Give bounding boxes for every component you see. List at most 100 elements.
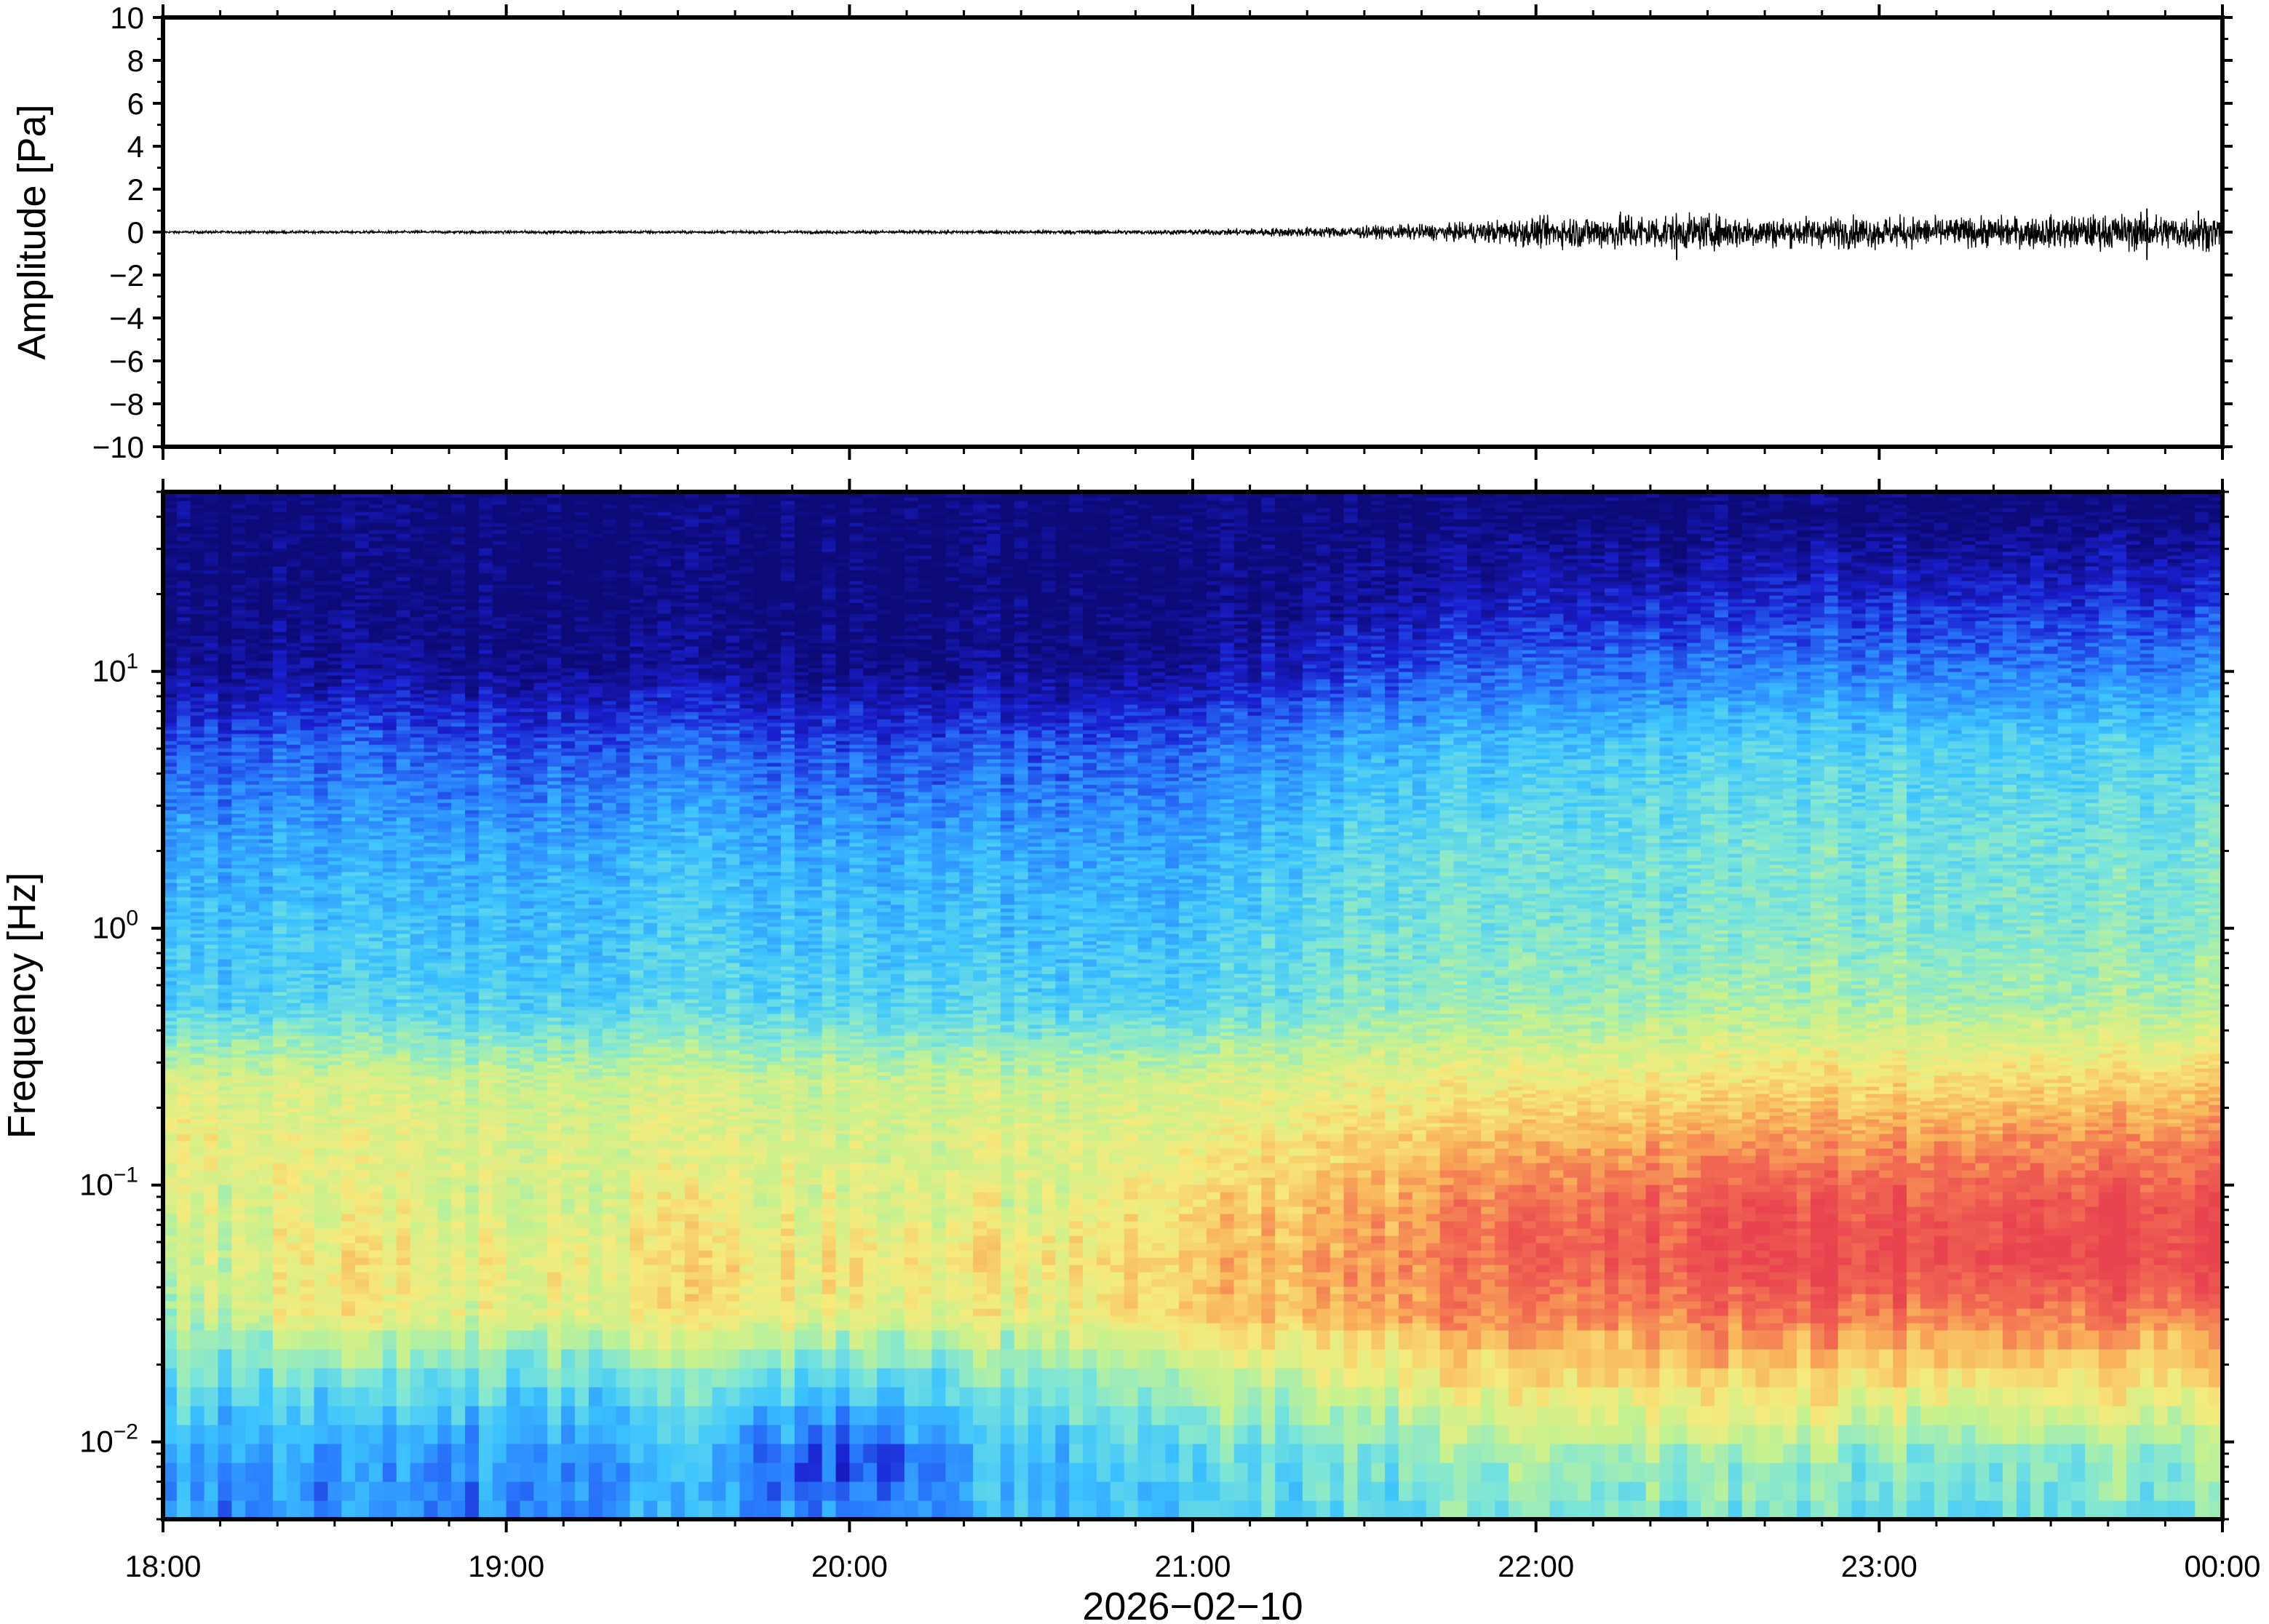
spectrogram-cell <box>410 1315 425 1324</box>
spectrogram-cell <box>245 719 260 723</box>
spectrogram-cell <box>163 559 178 563</box>
spectrogram-cell <box>176 1123 191 1127</box>
spectrogram-cell <box>451 886 466 891</box>
spectrogram-cell <box>382 966 397 971</box>
spectrogram-cell <box>327 857 343 861</box>
spectrogram-cell <box>314 770 329 774</box>
spectrogram-cell <box>424 773 439 778</box>
spectrogram-cell <box>369 493 384 498</box>
spectrogram-cell <box>300 682 315 687</box>
spectrogram-cell <box>437 501 452 505</box>
spectrogram-cell <box>382 704 397 709</box>
spectrogram-cell <box>424 1315 439 1324</box>
spectrogram-cell <box>314 504 329 509</box>
spectrogram-cell <box>437 599 452 603</box>
spectrogram-cell <box>286 875 301 880</box>
spectrogram-cell <box>396 981 411 985</box>
spectrogram-cell <box>300 1206 315 1214</box>
spectrogram-cell <box>163 661 178 665</box>
spectrogram-cell <box>218 868 233 872</box>
spectrogram-cell <box>327 912 343 916</box>
spectrogram-cell <box>451 784 466 789</box>
spectrogram-cell <box>286 1192 301 1200</box>
spectrogram-cell <box>231 682 246 687</box>
spectrogram-cell <box>341 1141 356 1149</box>
spectrogram-cell <box>176 1286 191 1294</box>
spectrogram-cell <box>382 693 397 698</box>
spectrogram-cell <box>424 1243 439 1251</box>
spectrogram-cell <box>163 1349 178 1369</box>
spectrogram-cell <box>272 984 287 989</box>
spectrogram-cell <box>259 624 274 629</box>
spectrogram-cell <box>396 1043 411 1047</box>
spectrogram-cell <box>369 1032 384 1036</box>
spectrogram-cell <box>286 1206 301 1214</box>
spectrogram-cell <box>218 752 233 756</box>
spectrogram-cell <box>231 1250 246 1258</box>
spectrogram-cell <box>437 1097 452 1102</box>
spectrogram-cell <box>396 566 411 570</box>
spectrogram-cell <box>369 1406 384 1425</box>
spectrogram-cell <box>163 1108 178 1112</box>
spectrogram-cell <box>190 948 205 952</box>
spectrogram-cell <box>300 1028 315 1032</box>
spectrogram-cell <box>272 846 287 851</box>
spectrogram-cell <box>190 646 205 650</box>
spectrogram-cell <box>314 1279 329 1287</box>
spectrogram-cell <box>300 919 315 923</box>
spectrogram-cell <box>424 1021 439 1025</box>
spectrogram-cell <box>176 552 191 556</box>
spectrogram-cell <box>176 981 191 985</box>
spectrogram-cell <box>245 730 260 734</box>
spectrogram-cell <box>369 664 384 669</box>
spectrogram-cell <box>231 948 246 952</box>
spectrogram-cell <box>272 857 287 861</box>
spectrogram-cell <box>190 1032 205 1036</box>
spectrogram-cell <box>382 992 397 996</box>
spectrogram-cell <box>382 1057 397 1062</box>
spectrogram-cell <box>259 1104 274 1109</box>
spectrogram-cell <box>451 592 466 596</box>
spectrogram-cell <box>190 835 205 840</box>
spectrogram-cell <box>176 1032 191 1036</box>
spectrogram-cell <box>163 915 178 920</box>
spectrogram-cell <box>176 493 191 498</box>
spectrogram-cell <box>314 926 329 931</box>
spectrogram-cell <box>341 552 356 556</box>
spectrogram-cell <box>341 628 356 632</box>
spectrogram-cell <box>355 668 370 672</box>
spectrogram-cell <box>437 1250 452 1258</box>
spectrogram-cell <box>341 1101 356 1105</box>
spectrogram-cell <box>231 977 246 982</box>
spectrogram-cell <box>451 1214 466 1222</box>
spectrogram-cell <box>314 1315 329 1324</box>
spectrogram-cell <box>314 948 329 952</box>
spectrogram-cell <box>396 853 411 858</box>
spectrogram-cell <box>369 784 384 789</box>
spectrogram-cell <box>176 606 191 610</box>
spectrogram-cell <box>259 1148 274 1156</box>
spectrogram-cell <box>286 999 301 1003</box>
spectrogram-cell <box>437 504 452 509</box>
spectrogram-cell <box>245 653 260 658</box>
spectrogram-cell <box>286 1086 301 1091</box>
spectrogram-cell <box>245 1043 260 1047</box>
spectrogram-cell <box>272 948 287 952</box>
spectrogram-cell <box>231 592 246 596</box>
spectrogram-cell <box>410 1206 425 1214</box>
spectrogram-cell <box>396 1119 411 1123</box>
spectrogram-cell <box>286 1235 301 1243</box>
spectrogram-cell <box>369 577 384 581</box>
spectrogram-cell <box>355 501 370 505</box>
spectrogram-cell <box>451 908 466 912</box>
spectrogram-cell <box>218 853 233 858</box>
spectrogram-cell <box>465 890 480 894</box>
spectrogram-cell <box>424 850 439 854</box>
spectrogram-cell <box>204 1323 219 1331</box>
spectrogram-cell <box>245 1057 260 1062</box>
spectrogram-cell <box>396 690 411 694</box>
spectrogram-cell <box>190 715 205 720</box>
spectrogram-cell <box>218 1481 233 1501</box>
spectrogram-cell <box>176 1050 191 1054</box>
spectrogram-cell <box>424 806 439 811</box>
